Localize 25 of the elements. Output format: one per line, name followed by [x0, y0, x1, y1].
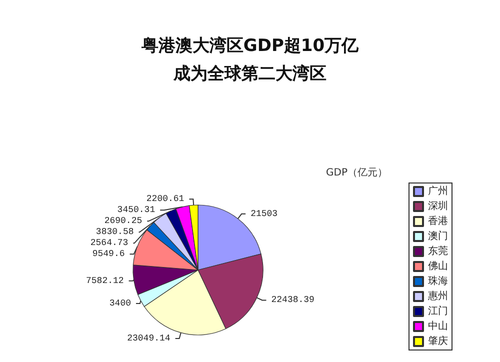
legend-label: 东莞	[428, 245, 448, 257]
data-label: 22438.39	[271, 295, 314, 306]
chart-title: 粤港澳大湾区GDP超10万亿	[140, 36, 360, 56]
data-label: 9549.6	[92, 249, 125, 260]
data-label: 3830.58	[96, 227, 134, 238]
legend-label: 深圳	[428, 200, 448, 212]
data-label: 21503	[250, 208, 278, 219]
legend-label: 香港	[428, 215, 448, 227]
legend-label: 肇庆	[428, 335, 448, 347]
legend-title: GDP（亿元）	[326, 168, 388, 178]
chart-subtitle: 成为全球第二大湾区	[172, 64, 326, 84]
data-label: 7582.12	[86, 276, 124, 286]
data-label: 2690.25	[104, 216, 142, 226]
legend-label: 中山	[428, 320, 448, 332]
data-label: 3400	[109, 298, 132, 309]
data-label: 23049.14	[127, 333, 170, 344]
legend-label: 澳门	[428, 230, 448, 242]
data-label: 3450.31	[117, 205, 156, 216]
legend-label: 佛山	[428, 260, 448, 272]
data-label: 2200.61	[146, 194, 184, 204]
legend-label: 江门	[428, 305, 448, 317]
legend-label: 广州	[428, 185, 448, 197]
data-label: 2564.73	[90, 238, 128, 248]
legend-label: 珠海	[428, 275, 448, 287]
legend-label: 惠州	[427, 290, 448, 302]
